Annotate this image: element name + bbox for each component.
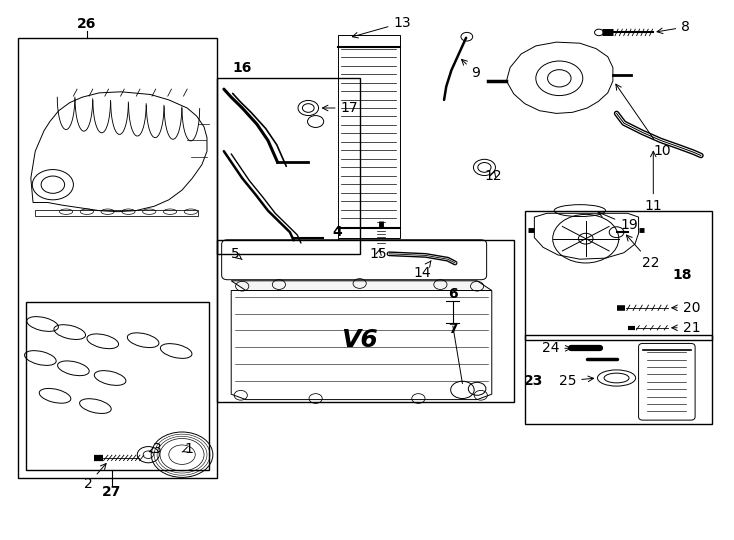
Text: 3: 3 <box>149 442 161 456</box>
Text: 20: 20 <box>672 301 700 315</box>
Text: 5: 5 <box>230 247 242 261</box>
Text: 7: 7 <box>448 322 458 336</box>
Text: 21: 21 <box>672 321 700 335</box>
Text: 15: 15 <box>370 247 388 261</box>
Text: 14: 14 <box>413 261 431 280</box>
Text: 1: 1 <box>182 442 194 456</box>
Text: 19: 19 <box>598 212 638 232</box>
Text: 13: 13 <box>352 16 411 38</box>
Polygon shape <box>231 281 492 291</box>
Text: 25: 25 <box>559 374 594 388</box>
Text: 6: 6 <box>448 287 458 301</box>
Text: 9: 9 <box>462 59 480 80</box>
Text: 4: 4 <box>333 225 343 239</box>
Text: 27: 27 <box>102 485 121 500</box>
Text: 22: 22 <box>626 235 660 270</box>
Text: 8: 8 <box>657 20 690 34</box>
Text: 26: 26 <box>77 17 96 31</box>
Text: 2: 2 <box>84 463 106 491</box>
Text: 16: 16 <box>233 60 252 75</box>
Circle shape <box>578 233 593 244</box>
Text: 24: 24 <box>542 341 571 355</box>
Text: 17: 17 <box>322 101 358 115</box>
Text: V6: V6 <box>341 328 378 352</box>
Text: 11: 11 <box>644 151 662 213</box>
Polygon shape <box>231 291 492 400</box>
Text: 18: 18 <box>673 268 692 282</box>
Text: 23: 23 <box>524 374 543 388</box>
Text: 10: 10 <box>616 84 671 158</box>
Text: 12: 12 <box>484 168 502 183</box>
